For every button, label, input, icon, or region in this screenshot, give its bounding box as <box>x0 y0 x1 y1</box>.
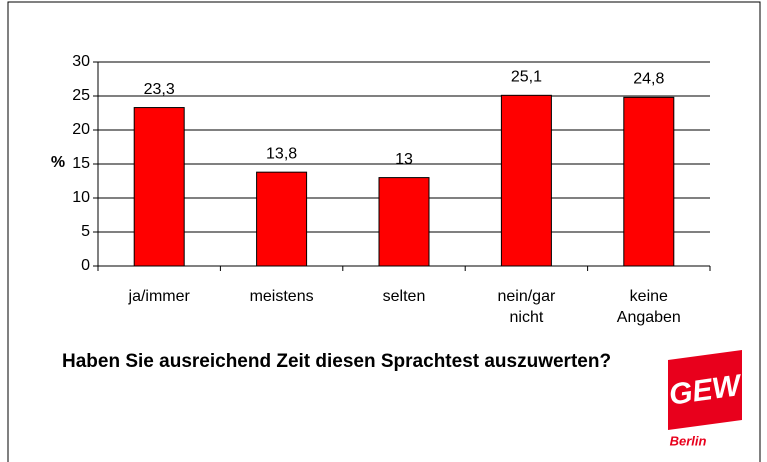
chart-title: Haben Sie ausreichend Zeit diesen Sprach… <box>62 351 612 372</box>
x-tick-label: keine Angaben <box>616 288 681 326</box>
x-tick-label: meistens <box>249 288 314 305</box>
data-label: 13 <box>395 151 413 168</box>
y-tick-label: 30 <box>72 53 90 70</box>
y-tick-label: 0 <box>81 257 90 274</box>
data-label: 23,3 <box>144 81 175 98</box>
x-tick-label: selten <box>382 288 426 305</box>
bar <box>378 177 430 267</box>
y-axis-label: % <box>51 154 65 171</box>
logo-shape <box>668 350 742 430</box>
frame <box>7 1 761 462</box>
bar <box>256 171 308 267</box>
bar <box>500 94 552 267</box>
y-tick-label: 25 <box>72 87 90 104</box>
data-label: 13,8 <box>266 145 297 162</box>
x-tick-label: nein/gar nicht <box>497 288 556 326</box>
y-tick-label: 10 <box>72 189 90 206</box>
bar <box>623 96 675 267</box>
x-tick-label: ja/immer <box>128 288 190 305</box>
data-label: 25,1 <box>511 69 542 86</box>
y-tick-label: 15 <box>72 155 90 172</box>
data-label: 24,8 <box>633 71 664 88</box>
logo-subtext: Berlin <box>670 433 707 448</box>
y-tick-label: 5 <box>81 223 90 240</box>
y-tick-label: 20 <box>72 121 90 138</box>
logo: GEW Berlin <box>667 350 745 448</box>
bar <box>133 107 185 267</box>
